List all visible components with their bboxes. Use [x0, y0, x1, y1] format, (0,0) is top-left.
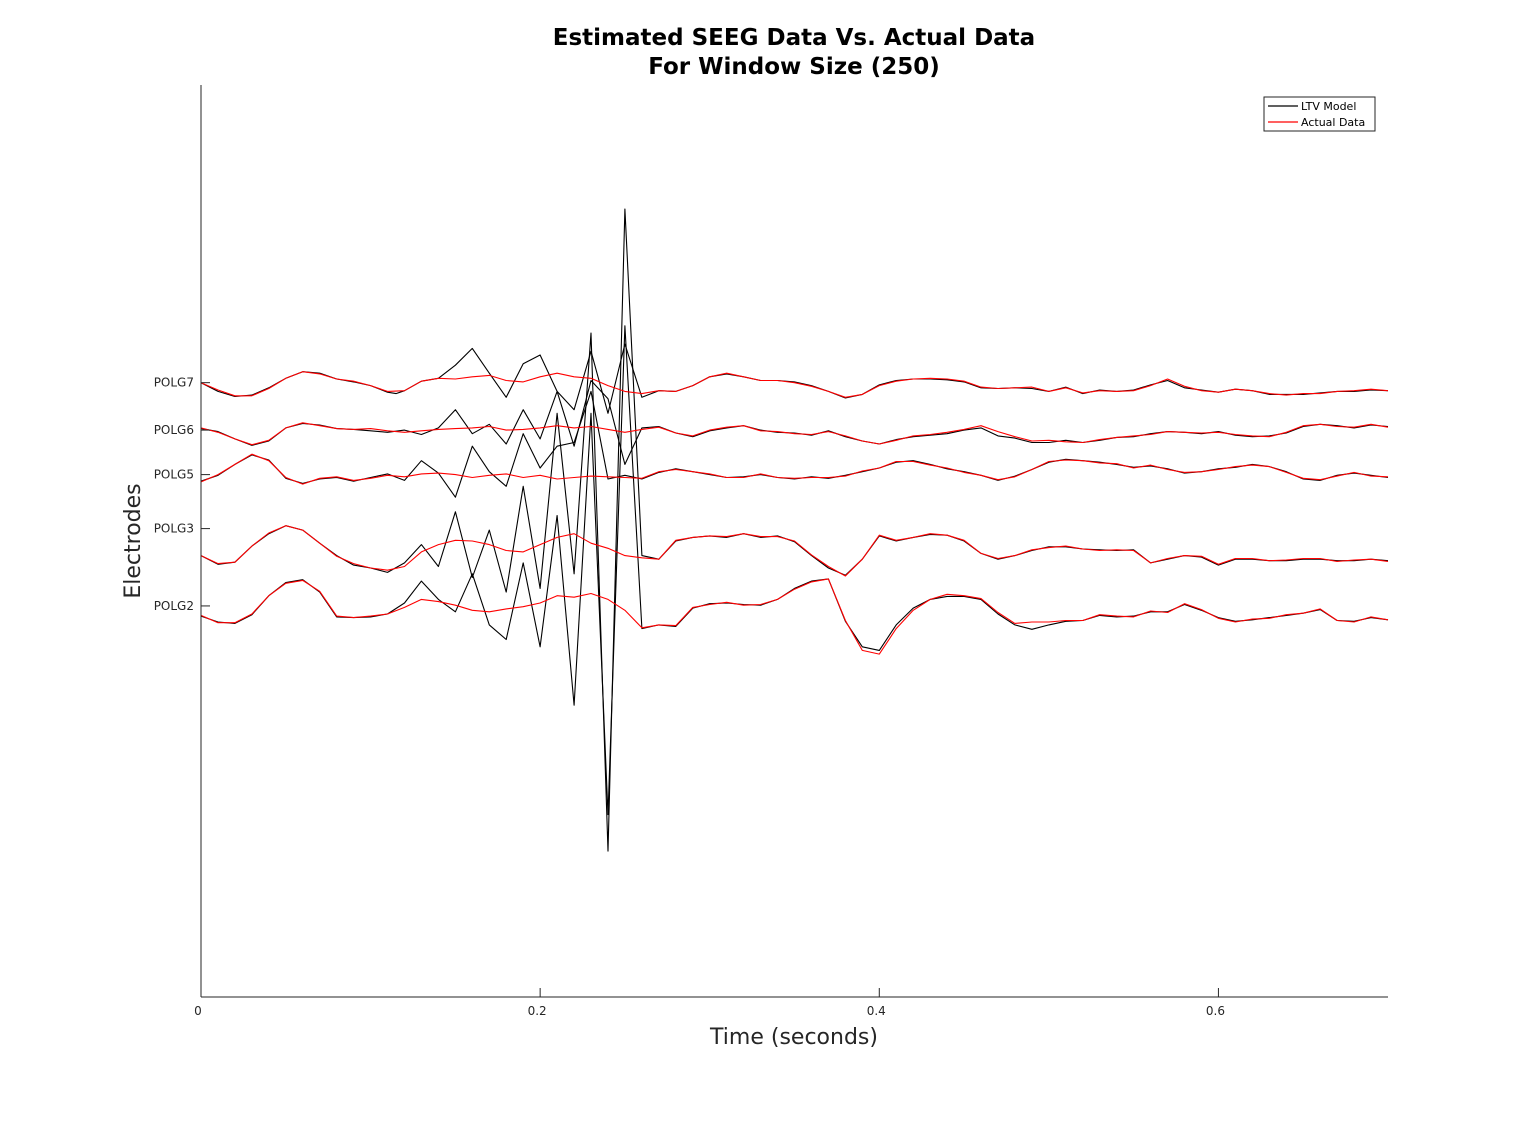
series-actual-data-polg3-line [200, 525, 1389, 577]
plot-area [200, 208, 1389, 852]
y-axis-label: Electrodes [121, 483, 146, 598]
series-actual-data-polg2-line [200, 578, 1389, 655]
y-tick-label-polg2: POLG2 [154, 599, 194, 613]
series-ltv-model-polg2-line [200, 325, 1389, 816]
x-tick-label: 0.6 [1206, 1004, 1225, 1018]
legend-label-ltv-model: LTV Model [1301, 100, 1356, 113]
y-tick-label-polg5: POLG5 [154, 468, 194, 482]
legend: LTV Model Actual Data [1263, 96, 1376, 132]
series-actual-data-polg5-line [200, 453, 1389, 485]
series-actual-data-polg6-line [200, 422, 1389, 446]
y-tick-label-polg7: POLG7 [154, 376, 194, 390]
chart-title-line-2: For Window Size (250) [648, 54, 940, 80]
series-actual-data-polg7-line [200, 371, 1389, 398]
x-tick-label: 0 [194, 1004, 202, 1018]
y-tick-label-polg6: POLG6 [154, 423, 194, 437]
x-tick-label: 0.2 [528, 1004, 547, 1018]
legend-label-actual-data: Actual Data [1301, 116, 1365, 129]
chart-title-line-1: Estimated SEEG Data Vs. Actual Data [553, 25, 1035, 51]
y-tick-label-polg3: POLG3 [154, 522, 194, 536]
axes: 0 0.2 0.4 0.6 POLG7 POLG6 POLG5 POLG3 POLG2 [154, 85, 1388, 1018]
legend-box [1263, 96, 1376, 132]
x-axis-label: Time (seconds) [709, 1025, 878, 1050]
x-tick-label: 0.4 [867, 1004, 886, 1018]
